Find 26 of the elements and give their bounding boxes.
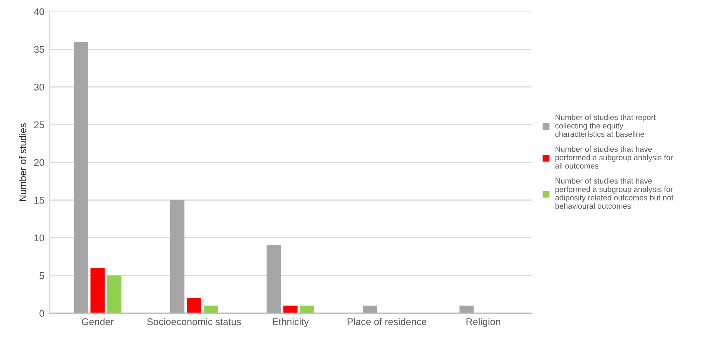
y-tick-label: 0 <box>40 310 44 318</box>
bar <box>204 306 218 314</box>
bar <box>266 246 282 314</box>
x-tick-label: Socioeconomic status <box>147 318 242 326</box>
y-tick-label: 35 <box>34 46 44 54</box>
y-tick-label: 15 <box>34 197 44 204</box>
y-tick-label: 5 <box>40 272 44 280</box>
bar <box>460 306 474 314</box>
x-tick-label: Ethnicity <box>273 318 310 328</box>
bar <box>187 298 202 314</box>
bar <box>74 42 88 314</box>
y-tick-label: 30 <box>34 84 44 91</box>
x-tick-label: Gender <box>82 318 114 326</box>
bar <box>170 200 185 314</box>
bar <box>90 268 105 314</box>
x-tick-label: Place of residence <box>348 318 427 326</box>
bar <box>363 306 378 314</box>
bar <box>284 306 298 314</box>
y-axis-title: Number of studies <box>19 124 26 202</box>
bar <box>300 306 315 314</box>
y-tick-label: 25 <box>34 122 44 129</box>
x-tick-label: Religion <box>466 318 500 328</box>
bar <box>107 276 122 314</box>
y-tick-label: 20 <box>34 159 44 166</box>
y-tick-label: 40 <box>34 8 44 16</box>
y-tick-label: 10 <box>34 234 44 242</box>
